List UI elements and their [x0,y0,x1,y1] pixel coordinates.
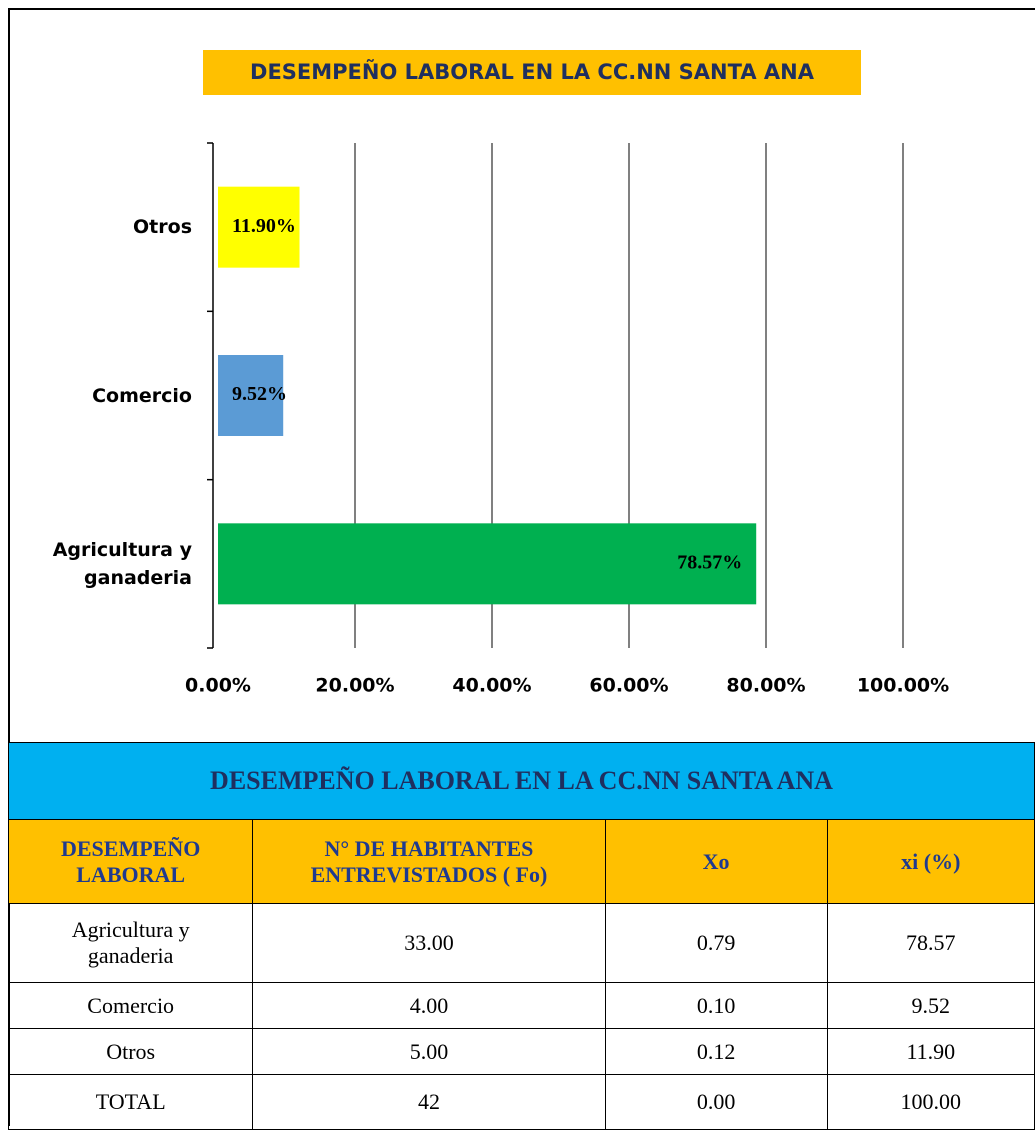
data-label: 78.57% [677,551,742,573]
table-cell: 0.12 [604,1028,828,1075]
bar [218,355,284,436]
table-cell: 9.52 [826,982,1035,1029]
data-label: 9.52% [232,383,287,405]
x-tick-label: 60.00% [589,675,668,697]
header-row: DESEMPEÑO LABORAL N° DE HABITANTES ENTREV… [7,819,1035,904]
x-tick-label: 80.00% [726,675,805,697]
header-cell: DESEMPEÑO LABORAL [7,819,254,904]
bar [218,186,300,268]
y-tick-label: Agricultura y ganaderia [52,538,192,589]
table-cell: 33.00 [252,903,606,983]
header-cell: xi (%) [826,819,1035,904]
table-cell: 11.90 [826,1028,1035,1075]
table-row: TOTAL 42 0.00 100.00 [7,1074,1035,1130]
table-cell: Otros [7,1028,254,1075]
table-cell: 0.79 [604,903,828,983]
table-cell: Comercio [7,982,254,1029]
table-cell: 5.00 [252,1028,606,1075]
frame [8,8,1035,1126]
title-box [203,50,861,95]
x-tick-label: 20.00% [315,675,394,697]
table-cell: 42 [252,1074,606,1130]
header-cell: Xo [604,819,828,904]
table-cell: TOTAL [7,1074,254,1130]
chart: DESEMPEÑO LABORAL EN LA CC.NN SANTA ANA … [185,50,949,697]
x-tick-label: 100.00% [857,675,949,697]
table-cell: 100.00 [826,1074,1035,1130]
y-tick-label: Comercio [92,384,192,407]
table-cell: Agricultura y ganaderia [7,903,254,983]
data-table: DESEMPEÑO LABORAL EN LA CC.NN SANTA ANA … [7,742,1035,1130]
table-cell: 0.10 [604,982,828,1029]
table-row: Otros 5.00 0.12 11.90 [7,1028,1035,1075]
table-row: Comercio 4.00 0.10 9.52 [7,982,1035,1029]
data-label: 11.90% [232,215,296,237]
x-tick-label: 0.00% [185,675,251,697]
x-tick-label: 40.00% [452,675,531,697]
header-cell: N° DE HABITANTES ENTREVISTADOS ( Fo) [252,819,606,904]
table-cell: 4.00 [252,982,606,1029]
table-cell: 78.57 [826,903,1035,983]
table-cell: 0.00 [604,1074,828,1130]
table-title: DESEMPEÑO LABORAL EN LA CC.NN SANTA ANA [8,742,1035,820]
chart-title: DESEMPEÑO LABORAL EN LA CC.NN SANTA ANA [250,59,815,84]
bar [218,523,757,605]
table-row: Agricultura y ganaderia 33.00 0.79 78.57 [7,903,1035,983]
y-tick-label: Otros [133,216,192,239]
